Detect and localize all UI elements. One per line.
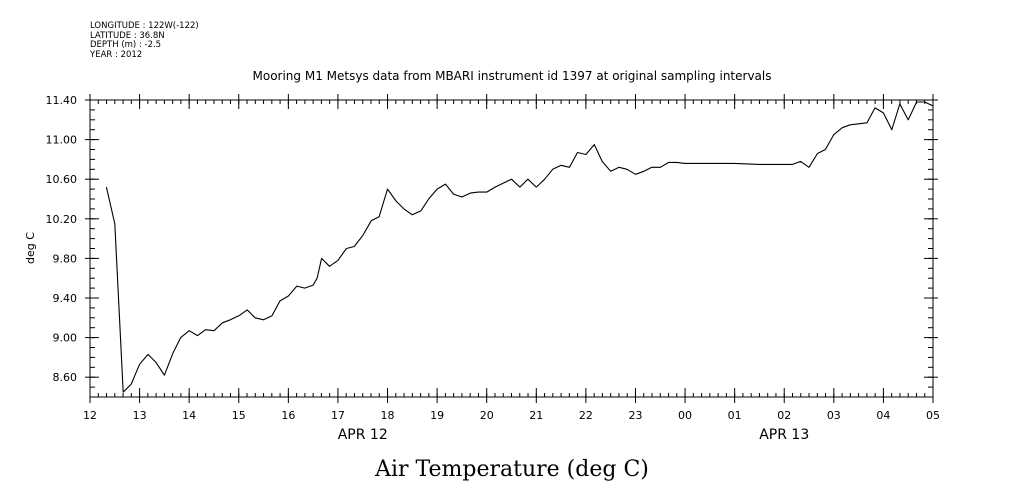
date-labels: APR 12 APR 13	[338, 427, 810, 443]
x-tick-label: 05	[926, 409, 940, 422]
x-tick-label: 14	[182, 409, 196, 422]
series-layer	[105, 101, 934, 393]
x-tick-label: 21	[529, 409, 543, 422]
date-label: APR 12	[338, 427, 388, 443]
x-tick-label: 00	[678, 409, 692, 422]
plot-frame-group	[89, 99, 934, 398]
metadata-block: LONGITUDE : 122W(-122) LATITUDE : 36.8N …	[90, 21, 199, 60]
y-tick-label: 10.60	[46, 173, 78, 186]
x-tick-label: 13	[133, 409, 147, 422]
x-tick-label: 20	[480, 409, 494, 422]
chart-title: Mooring M1 Metsys data from MBARI instru…	[253, 69, 772, 83]
x-tick-label: 04	[876, 409, 890, 422]
longitude-label: LONGITUDE : 122W(-122)	[90, 21, 199, 31]
year-label: YEAR : 2012	[90, 49, 143, 60]
y-tick-label: 9.00	[53, 332, 78, 345]
y-axis-label: deg C	[24, 232, 37, 264]
plot-frame	[89, 99, 934, 398]
x-tick-label: 01	[728, 409, 742, 422]
latitude-label: LATITUDE : 36.8N	[90, 30, 165, 41]
bottom-title: Air Temperature (deg C)	[374, 457, 649, 482]
y-tick-label: 8.60	[53, 371, 78, 384]
x-tick-label: 12	[83, 409, 97, 422]
y-tick-label: 11.00	[46, 134, 78, 147]
x-tick-label: 02	[777, 409, 791, 422]
x-tick-label: 23	[628, 409, 642, 422]
y-tick-label: 10.20	[46, 213, 78, 226]
x-tick-label: 19	[430, 409, 444, 422]
series-line	[105, 101, 934, 393]
depth-label: DEPTH (m) : -2.5	[90, 40, 162, 51]
x-axis: 12 13 14 15 16 17 18 19 20 21 22 23 00 01 02 03 04 05	[83, 94, 940, 422]
x-tick-label: 03	[827, 409, 841, 422]
x-tick-label: 16	[281, 409, 295, 422]
y-tick-label: 11.40	[46, 94, 78, 107]
y-tick-label: 9.80	[53, 252, 78, 265]
x-tick-label: 17	[331, 409, 345, 422]
date-label: APR 13	[759, 427, 809, 443]
x-tick-label: 15	[232, 409, 246, 422]
y-axis: 8.60 9.00 9.40 9.80 10.20 10.60 11.00 11.40	[46, 94, 938, 398]
x-tick-label: 22	[579, 409, 593, 422]
y-tick-label: 9.40	[53, 292, 78, 305]
x-tick-label: 18	[381, 409, 395, 422]
